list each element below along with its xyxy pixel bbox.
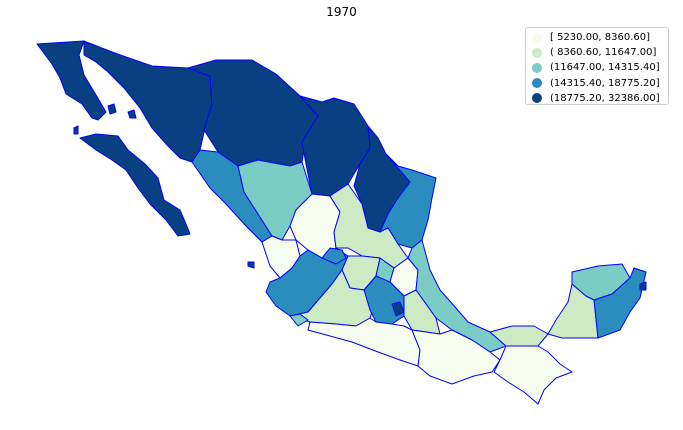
legend-swatch-icon xyxy=(532,32,542,43)
legend-item: ( 8360.60, 11647.00] xyxy=(532,45,662,60)
legend-item: [ 5230.00, 8360.60] xyxy=(532,30,662,45)
state-region xyxy=(321,247,347,265)
island-region xyxy=(127,109,137,119)
state-region xyxy=(493,345,573,405)
legend-label: (18775.20, 32386.00] xyxy=(550,92,660,104)
legend-label: [ 5230.00, 8360.60] xyxy=(550,32,651,44)
map-legend: [ 5230.00, 8360.60] ( 8360.60, 11647.00] (… xyxy=(525,27,669,105)
state-region xyxy=(299,95,371,197)
legend-item: (18775.20, 32386.00] xyxy=(532,91,662,106)
legend-label: ( 8360.60, 11647.00] xyxy=(550,47,657,59)
state-region xyxy=(83,40,213,163)
legend-label: (14315.40, 18775.20] xyxy=(550,77,660,89)
legend-swatch-icon xyxy=(532,47,542,58)
legend-swatch-icon xyxy=(532,62,542,73)
map-title: 1970 xyxy=(326,5,357,19)
island-region xyxy=(73,125,79,135)
legend-swatch-icon xyxy=(532,93,542,104)
island-region xyxy=(107,103,117,115)
legend-swatch-icon xyxy=(532,78,542,89)
legend-item: (14315.40, 18775.20] xyxy=(532,76,662,91)
island-region xyxy=(247,261,255,269)
legend-item: (11647.00, 14315.40] xyxy=(532,60,662,75)
legend-label: (11647.00, 14315.40] xyxy=(550,62,660,74)
state-region xyxy=(289,313,309,327)
island-region xyxy=(639,281,647,291)
state-region xyxy=(411,329,501,385)
state-region xyxy=(307,317,421,367)
state-region xyxy=(79,133,191,237)
state-region xyxy=(36,40,107,121)
